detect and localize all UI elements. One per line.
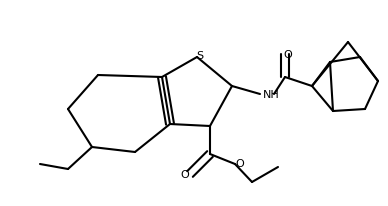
Text: S: S [196,51,204,61]
Text: NH: NH [263,90,280,99]
Text: O: O [181,169,189,179]
Text: O: O [236,158,244,168]
Text: O: O [284,50,293,60]
